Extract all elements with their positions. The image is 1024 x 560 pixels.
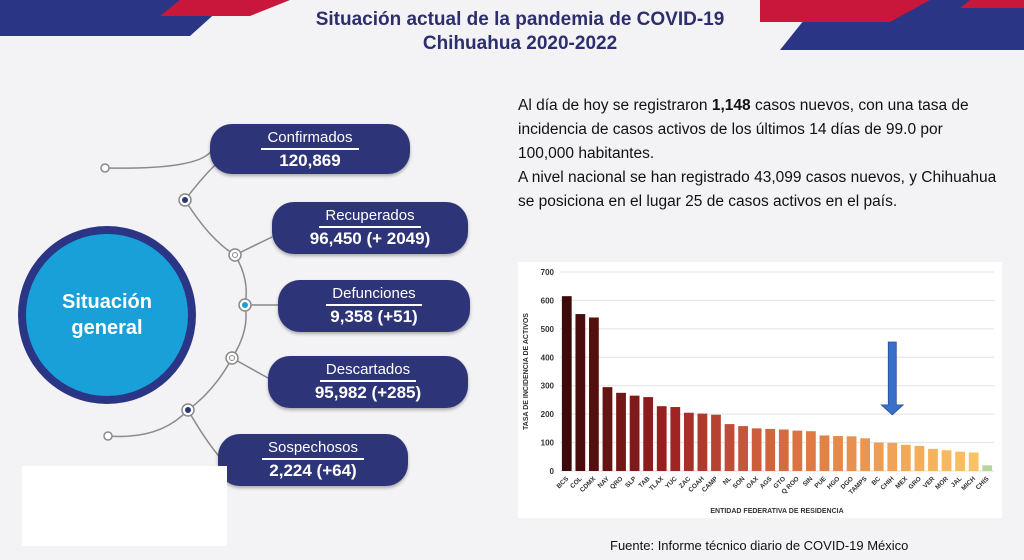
stat-descartados: Descartados 95,982 (+285) (268, 356, 468, 408)
x-tick-label: CHIS (975, 475, 991, 491)
x-tick-label: SLP (624, 475, 638, 489)
y-tick-label: 400 (541, 353, 555, 362)
connector-lines (100, 149, 278, 461)
bar-cdmx (589, 317, 599, 471)
incidence-chart: 0 100 200 300 400 500 600 700 BCS COL CDMX NAY QRO SL… (518, 262, 1002, 518)
hub-label-line-2: general (71, 317, 143, 339)
stat-value: 9,358 (+51) (330, 307, 418, 326)
x-tick-label: GRO (907, 475, 922, 490)
bar-sin (806, 431, 816, 471)
title-line-1: Situación actual de la pandemia de COVID… (315, 9, 725, 30)
source-note: Fuente: Informe técnico diario de COVID-… (610, 538, 909, 553)
bar-gro (914, 445, 925, 471)
x-tick-label: NAY (597, 475, 612, 490)
x-tick-label: PUE (813, 475, 828, 490)
stat-confirmados: Confirmados 120,869 (210, 124, 410, 174)
bar-qro (616, 392, 626, 471)
summary-text: Al día de hoy se registraron 1,148 casos… (518, 94, 1003, 214)
x-tick-label: TLAX (648, 475, 665, 492)
bar-mex (900, 444, 911, 471)
bar-nl (724, 424, 735, 471)
bar-q-roo (792, 430, 803, 471)
bar-son (738, 426, 748, 471)
bar-mor (941, 450, 952, 471)
x-tick-label: YUC (664, 475, 679, 490)
stat-label: Sospechosos (261, 438, 365, 460)
bar-chis (982, 465, 993, 471)
x-tick-label: BCS (556, 475, 571, 490)
title-line-2: Chihuahua 2020-2022 (422, 33, 618, 54)
bar-dgo (846, 436, 857, 471)
y-axis-label: TASA DE INCIDENCIA DE ACTIVOS (523, 313, 530, 430)
bar-nay (602, 387, 613, 471)
y-tick-label: 100 (541, 439, 555, 448)
summary-paragraph-2: A nivel nacional se han registrado 43,09… (518, 169, 997, 210)
x-tick-label: QRO (609, 475, 624, 490)
stat-label: Confirmados (261, 128, 359, 150)
y-tick-label: 500 (541, 325, 555, 334)
x-tick-label: MEX (894, 475, 909, 490)
x-tick-label: CHIH (880, 475, 896, 491)
bar-tab (643, 397, 654, 471)
y-tick-label: 600 (541, 296, 555, 305)
bar-ags (765, 428, 776, 471)
bar-zac (683, 412, 694, 471)
bar-pue (819, 435, 830, 471)
bar-slp (629, 395, 640, 471)
bar-col (575, 314, 586, 471)
bar-oax (751, 428, 762, 471)
y-tick-label: 300 (541, 382, 555, 391)
stat-value: 95,982 (+285) (314, 383, 422, 402)
bar-bc (873, 442, 884, 471)
x-tick-label: SIN (802, 475, 815, 488)
stat-recuperados: Recuperados 96,450 (+ 2049) (272, 202, 468, 254)
stat-label: Descartados (319, 360, 417, 382)
summary-p1-c: casos nuevos, con una tasa de incidencia… (518, 97, 969, 162)
bar-bcs (561, 296, 572, 471)
bar-tlax (656, 406, 667, 471)
stat-value: 2,224 (+64) (269, 461, 357, 480)
stat-value: 120,869 (279, 151, 341, 170)
bar-camp (711, 414, 721, 471)
summary-paragraph-1: Al día de hoy se registraron 1,148 casos… (518, 94, 1003, 166)
y-tick-label: 700 (541, 268, 555, 277)
blank-panel (22, 466, 227, 546)
x-tick-label: CDMX (579, 475, 598, 494)
stat-label: Recuperados (319, 206, 421, 228)
y-tick-label: 0 (550, 467, 555, 476)
summary-new-cases: 1,148 (711, 97, 751, 114)
x-tick-label: HGO (826, 475, 841, 490)
x-tick-label: CAMP (701, 475, 720, 494)
hub-label-line-1: Situación (61, 291, 152, 313)
bar-mich (968, 452, 979, 471)
x-tick-label: MICH (960, 475, 977, 492)
header-stripes-right (760, 0, 1024, 50)
header-stripes-left (0, 0, 290, 36)
x-tick-label: MOR (934, 475, 950, 491)
x-axis-label: ENTIDAD FEDERATIVA DE RESIDENCIA (710, 508, 843, 515)
bar-gto (778, 429, 789, 471)
bar-yuc (670, 407, 681, 471)
x-tick-label: BC (871, 475, 883, 487)
stat-label: Defunciones (326, 284, 422, 306)
page-title: Situación actual de la pandemia de COVID… (250, 8, 790, 56)
highlight-arrow-icon (880, 341, 905, 416)
x-tick-label: SON (732, 475, 747, 490)
bar-tamps (860, 438, 871, 471)
stat-defunciones: Defunciones 9,358 (+51) (278, 280, 470, 332)
stat-sospechosos: Sospechosos 2,224 (+64) (218, 434, 408, 486)
bar-jal (955, 451, 965, 471)
x-tick-label: OAX (745, 475, 760, 490)
x-tick-label: NL (722, 475, 733, 486)
summary-p1-a: Al día de hoy se registraron (518, 97, 712, 114)
stat-value: 96,450 (+ 2049) (309, 229, 431, 248)
bar-chih (887, 442, 898, 471)
x-tick-label: AGS (759, 475, 774, 490)
bar-coah (697, 413, 708, 471)
hub-situacion-general: Situación general (26, 234, 188, 396)
bar-ver (928, 448, 938, 471)
y-tick-label: 200 (541, 410, 555, 419)
bar-hgo (833, 436, 843, 471)
